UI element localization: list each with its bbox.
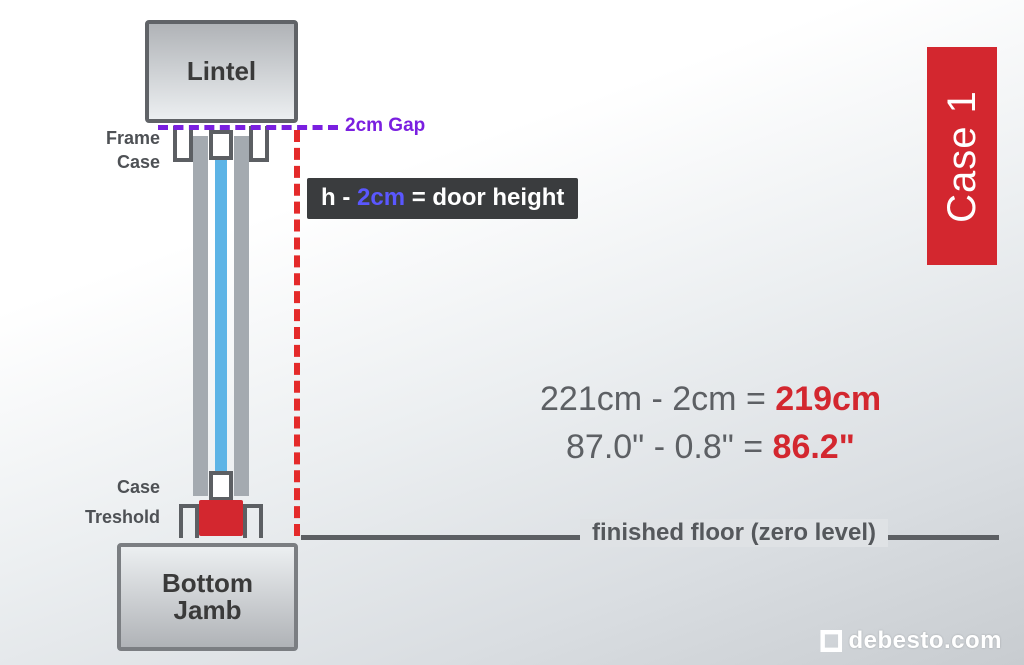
door-rail-right	[234, 136, 249, 496]
case-bottom	[209, 471, 233, 501]
brand-logo-text: debesto.com	[848, 627, 1002, 655]
label-frame: Frame	[92, 128, 160, 149]
bottom-jamb-block: Bottom Jamb	[117, 543, 298, 651]
bottom-jamb-line1: Bottom	[121, 570, 294, 597]
case-top	[209, 130, 233, 160]
calc-imperial-result: 86.2"	[773, 428, 855, 466]
bottom-jamb-line2: Jamb	[121, 597, 294, 624]
height-line	[294, 130, 300, 536]
floor-label: finished floor (zero level)	[580, 519, 888, 547]
lintel-label: Lintel	[149, 56, 294, 87]
label-threshold: Treshold	[68, 507, 160, 528]
gap-line	[158, 125, 338, 130]
case-badge: Case 1	[927, 47, 997, 265]
brand-logo: debesto.com	[820, 627, 1002, 655]
calc-imperial: 87.0" - 0.8" = 86.2"	[566, 428, 855, 467]
formula-gap: 2cm	[357, 184, 405, 211]
label-case-bot: Case	[104, 477, 160, 498]
frame-bracket-right	[249, 126, 269, 162]
label-case-top: Case	[104, 152, 160, 173]
case-badge-text: Case 1	[940, 90, 985, 223]
formula-box: h - 2cm = door height	[307, 178, 578, 219]
formula-eq: = door height	[405, 184, 564, 211]
door-rail-left	[193, 136, 208, 496]
brand-logo-icon	[820, 630, 842, 652]
calc-imperial-lhs: 87.0" - 0.8" =	[566, 428, 773, 466]
formula-h: h	[321, 184, 336, 211]
calc-metric-result: 219cm	[775, 380, 881, 418]
door-rail-center	[215, 158, 227, 474]
threshold-bracket-left	[179, 504, 199, 538]
label-gap: 2cm Gap	[345, 115, 425, 137]
calc-metric-lhs: 221cm - 2cm =	[540, 380, 775, 418]
threshold-block	[199, 500, 243, 536]
threshold-bracket-right	[243, 504, 263, 538]
lintel-block: Lintel	[145, 20, 298, 123]
frame-bracket-left	[173, 126, 193, 162]
calc-metric: 221cm - 2cm = 219cm	[540, 380, 881, 419]
formula-minus: -	[336, 184, 357, 211]
